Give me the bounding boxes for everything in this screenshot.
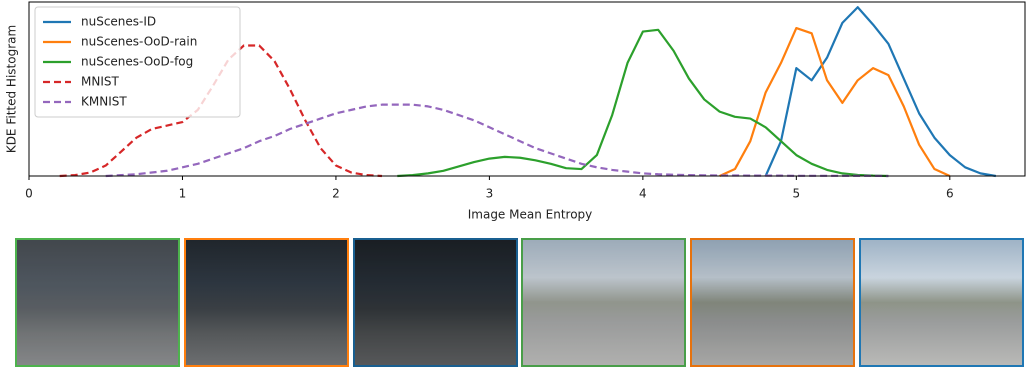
image-strip [0,238,1030,368]
legend-label: nuScenes-ID [81,15,156,29]
image-thumbnail [353,238,518,367]
y-axis-label: KDE Fitted Histogram [5,25,19,153]
series-line [766,7,996,176]
x-tick-label: 6 [946,187,954,201]
legend-label: nuScenes-OoD-fog [81,55,193,69]
page: {"chart_data": {"type": "line", "xlabel"… [0,0,1030,368]
image-thumbnail [15,238,180,367]
chart: Image Mean Entropy KDE Fitted Histogram … [0,0,1030,232]
x-tick-label: 5 [793,187,801,201]
image-thumbnail [184,238,349,367]
image-thumbnail [690,238,855,367]
x-axis-label: Image Mean Entropy [468,208,593,222]
image-thumbnail [859,238,1024,367]
legend: nuScenes-ID nuScenes-OoD-rain nuScenes-OoD… [35,7,240,117]
x-tick-label: 2 [332,187,340,201]
x-tick-label: 3 [486,187,494,201]
legend-label: nuScenes-OoD-rain [81,35,197,49]
x-tick-label: 0 [25,187,33,201]
x-tick-label: 1 [179,187,187,201]
legend-label: MNIST [81,75,119,89]
series-line [397,30,888,176]
image-thumbnail [521,238,686,367]
x-tick-label: 4 [639,187,647,201]
legend-label: KMNIST [81,95,127,109]
